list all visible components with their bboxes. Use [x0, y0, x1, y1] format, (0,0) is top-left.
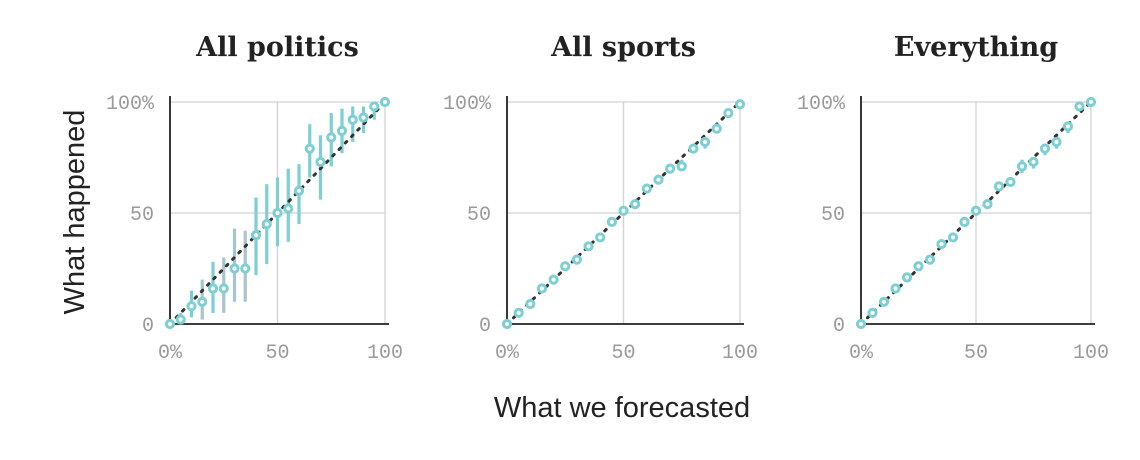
y-tick-label: 50 — [130, 204, 154, 227]
x-tick-label: 100 — [367, 342, 403, 365]
x-tick-label: 100 — [1073, 342, 1109, 365]
data-point — [630, 199, 641, 210]
data-point — [924, 254, 936, 265]
x-tick-label: 50 — [265, 342, 289, 365]
chart-panel: All sports 0% 50 100 0 50 100% — [443, 32, 758, 365]
data-point — [653, 174, 664, 185]
x-tick-label: 50 — [964, 342, 988, 365]
y-tick-label: 50 — [467, 204, 491, 227]
data-point — [186, 301, 197, 312]
y-axis-label: What happened — [59, 110, 91, 315]
data-point — [993, 181, 1005, 192]
data-point — [855, 318, 867, 330]
data-point — [618, 205, 629, 216]
data-point — [947, 232, 959, 243]
data-point — [699, 136, 711, 148]
data-point — [982, 199, 993, 210]
data-point — [272, 207, 283, 219]
data-point — [336, 125, 348, 136]
y-tick-label: 100% — [106, 93, 155, 116]
data-point — [734, 99, 746, 110]
data-point — [583, 241, 594, 252]
data-point — [548, 274, 559, 285]
data-point — [1005, 176, 1016, 188]
chart-title: Everything — [894, 32, 1058, 63]
data-point — [641, 183, 652, 194]
x-tick-label: 100 — [722, 342, 758, 365]
data-point — [207, 283, 219, 294]
chart-panel: All politics 0% 50 100 0 50 100% — [106, 32, 403, 365]
x-tick-label: 0% — [849, 342, 874, 365]
y-tick-label: 0 — [142, 315, 154, 338]
data-point — [513, 307, 524, 318]
data-point — [595, 232, 606, 243]
y-tick-label: 100% — [797, 93, 846, 116]
data-point — [1039, 143, 1051, 154]
data-point — [250, 230, 262, 241]
y-tick-label: 0 — [479, 315, 491, 338]
data-point — [347, 114, 358, 125]
data-point — [1016, 161, 1028, 172]
chart-title: All sports — [550, 32, 696, 63]
data-point — [525, 298, 536, 310]
data-point — [867, 307, 878, 318]
data-point — [261, 219, 272, 230]
chart-panels: All politics 0% 50 100 0 50 100% All sports 0% 50… — [106, 32, 1109, 365]
chart-panel: Everything 0% 50 100 0 50 100% — [797, 32, 1109, 365]
data-point — [878, 296, 890, 307]
data-point — [1085, 96, 1097, 108]
data-point — [959, 216, 970, 227]
y-tick-label: 50 — [821, 204, 845, 227]
data-point — [901, 272, 913, 283]
data-point — [606, 216, 617, 227]
data-point — [197, 296, 208, 307]
data-point — [293, 185, 305, 196]
data-point — [970, 205, 982, 216]
y-tick-label: 100% — [443, 93, 492, 116]
data-point — [283, 203, 294, 214]
data-point — [571, 254, 583, 265]
data-point — [326, 132, 337, 143]
data-point — [913, 261, 924, 272]
data-point — [315, 156, 326, 168]
data-point — [1051, 136, 1062, 148]
data-point — [369, 101, 380, 112]
data-point — [358, 112, 369, 123]
data-point — [665, 163, 676, 174]
data-point — [240, 263, 251, 274]
data-point — [560, 261, 571, 272]
data-point — [218, 283, 229, 294]
data-point — [676, 161, 687, 172]
data-point — [1062, 121, 1074, 132]
x-tick-label: 0% — [495, 342, 520, 365]
x-tick-label: 0% — [158, 342, 183, 365]
data-point — [688, 143, 699, 154]
data-point — [304, 143, 315, 154]
data-point — [229, 263, 240, 274]
x-tick-label: 50 — [611, 342, 635, 365]
data-point — [175, 314, 186, 325]
data-point — [711, 123, 722, 134]
y-tick-label: 0 — [833, 315, 845, 338]
data-point — [1074, 101, 1085, 112]
x-axis-label: What we forecasted — [494, 392, 750, 424]
data-point — [501, 318, 513, 330]
data-point — [379, 96, 391, 108]
chart-title: All politics — [195, 32, 359, 63]
data-point — [536, 283, 548, 294]
data-point — [890, 283, 901, 294]
data-point — [164, 318, 176, 330]
data-point — [1028, 156, 1039, 168]
data-point — [723, 108, 734, 119]
data-point — [936, 238, 947, 250]
